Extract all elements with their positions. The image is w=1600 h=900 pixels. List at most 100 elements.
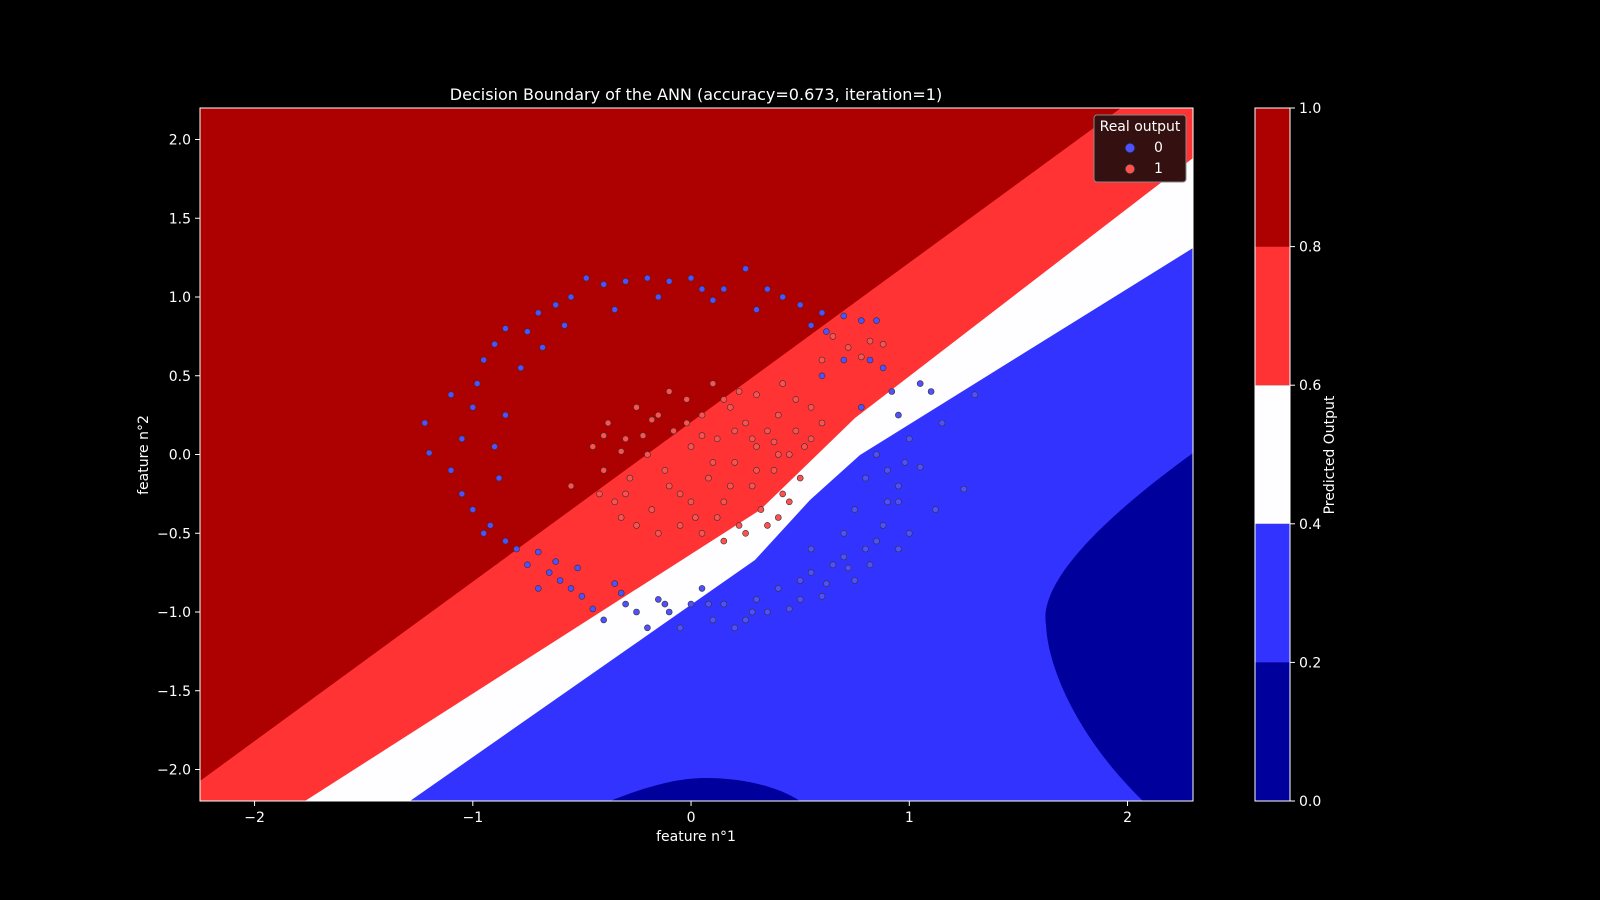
data-point-class-0 [748,608,756,616]
data-point-class-0 [901,459,909,466]
data-point-class-0 [644,624,651,632]
legend-label-0: 0 [1154,140,1163,156]
data-point-class-1 [600,432,608,439]
data-point-class-1 [665,482,673,490]
data-point-class-0 [888,388,896,395]
colorbar-segment [1255,108,1290,247]
data-point-class-1 [676,522,684,529]
data-point-class-1 [698,432,706,439]
colorbar-tick-label: 0.4 [1299,517,1321,533]
data-point-class-0 [818,592,826,600]
data-point-class-1 [687,498,695,506]
data-point-class-1 [731,459,739,466]
data-point-class-0 [857,317,865,324]
data-point-class-0 [447,466,455,474]
data-point-class-0 [884,466,891,474]
data-point-class-0 [879,364,887,372]
y-tick-label: 1.5 [169,211,191,227]
data-point-class-1 [687,443,695,450]
data-point-class-0 [698,585,706,592]
data-point-class-1 [818,356,826,364]
colorbar-label: Predicted Output [1322,395,1338,514]
data-point-class-1 [764,427,771,435]
legend-label-1: 1 [1154,161,1163,177]
y-tick-label: 1.0 [169,290,191,306]
data-point-class-0 [938,419,946,427]
data-point-class-0 [654,596,662,603]
data-point-class-0 [895,411,902,419]
data-point-class-0 [617,589,625,597]
data-point-class-0 [502,411,509,419]
data-point-class-1 [626,474,634,482]
data-point-class-0 [840,529,848,537]
data-point-class-1 [648,416,656,424]
x-axis-label: feature n°1 [656,829,736,845]
data-point-class-1 [600,466,608,474]
data-point-class-1 [879,340,887,348]
data-point-class-0 [469,403,477,411]
data-point-class-0 [491,443,498,450]
data-point-class-0 [622,277,629,285]
data-point-class-0 [665,608,673,616]
data-point-class-0 [895,498,902,506]
data-point-class-0 [622,600,629,608]
data-point-class-0 [425,449,433,457]
data-point-class-0 [644,274,651,282]
data-point-class-1 [644,451,651,458]
data-point-class-1 [807,435,815,443]
legend-box [1093,114,1187,183]
data-point-class-1 [622,435,629,443]
data-point-class-0 [552,301,560,309]
data-point-class-1 [698,529,706,537]
data-point-class-0 [495,474,503,482]
data-point-class-0 [567,585,575,592]
data-point-class-1 [770,466,778,474]
data-point-class-0 [567,293,575,301]
data-point-class-1 [639,432,647,439]
data-point-class-1 [622,490,629,498]
data-point-class-1 [709,459,717,466]
colorbar-segment [1255,385,1290,524]
y-tick-label: −1.5 [157,684,191,700]
data-point-class-1 [726,482,734,490]
data-point-class-1 [757,506,765,513]
data-point-class-1 [670,427,677,435]
data-point-class-0 [779,293,787,301]
data-point-class-0 [840,553,848,561]
data-point-class-0 [916,463,924,471]
data-point-class-0 [709,296,717,304]
region-level-0.0-0.2-right [1045,453,1193,801]
colorbar-segment [1255,523,1290,663]
colorbar-ticks: 0.0 0.2 0.4 0.6 0.8 1.0 [1290,101,1321,810]
data-point-class-0 [582,274,590,282]
data-point-class-1 [567,482,575,490]
data-point-class-0 [600,616,608,624]
data-point-class-0 [818,309,826,317]
data-point-class-0 [600,281,608,288]
data-point-class-1 [589,443,597,450]
data-point-class-1 [604,419,612,427]
data-point-class-0 [807,569,815,576]
data-point-class-0 [539,344,546,351]
data-point-class-1 [633,403,640,411]
data-point-class-1 [770,438,778,446]
data-point-class-1 [753,391,760,399]
colorbar-segment [1255,662,1290,801]
data-point-class-0 [633,608,640,616]
data-point-class-0 [709,616,717,624]
data-point-class-0 [473,380,481,387]
data-point-class-0 [676,624,684,632]
legend: Real output 0 1 [1093,114,1187,183]
data-point-class-0 [687,274,695,282]
data-point-class-0 [447,391,455,399]
data-point-class-0 [534,309,542,317]
colorbar [1255,108,1290,801]
data-point-class-0 [486,522,494,529]
data-point-class-0 [840,356,848,364]
data-point-class-0 [960,485,968,493]
data-point-class-0 [480,529,488,537]
data-point-class-0 [687,600,695,608]
data-point-class-0 [556,577,564,584]
data-point-class-0 [705,600,712,608]
